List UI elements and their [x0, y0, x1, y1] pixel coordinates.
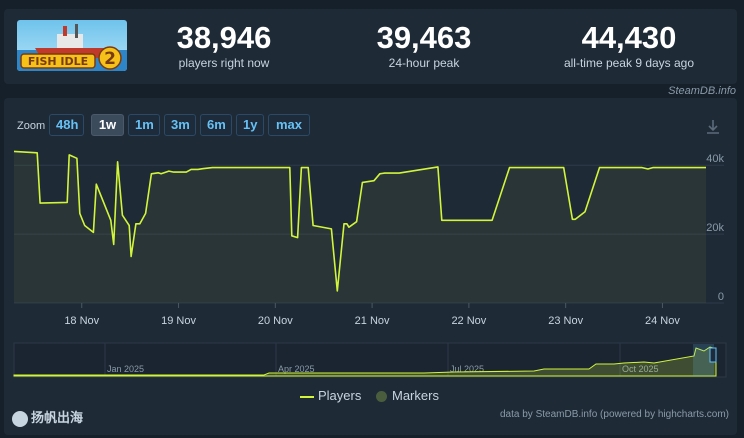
- y-tick-label: 0: [718, 291, 724, 303]
- brand-text: 扬帆出海: [31, 410, 84, 425]
- y-axis-ticks: 0 20k 40k: [706, 153, 724, 303]
- stat-24h-peak-value: 39,463: [376, 20, 472, 55]
- game-logo-art: FISH IDLE 2: [17, 24, 127, 71]
- zoom-1w-button[interactable]: 1w: [91, 114, 124, 136]
- logo-text: FISH IDLE: [28, 55, 88, 68]
- chart-panel: Zoom 48h 1w 1m 3m 6m 1y max 0 20k 40k 18 N…: [4, 98, 737, 435]
- stat-all-time-peak-label: all-time peak 9 days ago: [563, 56, 695, 70]
- navigator-selection[interactable]: [693, 344, 714, 376]
- navigator-tick-label: Apr 2025: [278, 364, 315, 374]
- navigator-ticks: Jan 2025 Apr 2025 Jul 2025 Oct 2025: [104, 343, 659, 377]
- legend-players[interactable]: Players: [300, 388, 361, 403]
- grid-lines: [14, 164, 724, 304]
- zoom-max-button[interactable]: max: [268, 114, 310, 136]
- zoom-6m-button[interactable]: 6m: [200, 114, 232, 136]
- stat-24h-peak: 39,463 24-hour peak: [354, 21, 494, 71]
- legend-markers-swatch: [376, 391, 387, 403]
- stat-24h-peak-label: 24-hour peak: [388, 56, 460, 70]
- stat-current-value: 38,946: [176, 20, 272, 55]
- stat-current-label: players right now: [178, 56, 270, 70]
- stat-all-time-peak: 44,430 all-time peak 9 days ago: [544, 21, 714, 71]
- zoom-1y-button[interactable]: 1y: [236, 114, 264, 136]
- x-tick-label: 18 Nov: [64, 315, 99, 327]
- logo-number: 2: [104, 49, 116, 69]
- zoom-label: Zoom: [17, 120, 46, 132]
- zoom-3m-button[interactable]: 3m: [164, 114, 196, 136]
- stat-all-time-peak-value: 44,430: [581, 20, 677, 55]
- x-tick-label: 21 Nov: [355, 315, 390, 327]
- legend-markers[interactable]: Markers: [376, 388, 439, 403]
- navigator-tick-label: Oct 2025: [622, 364, 659, 374]
- brand-watermark: 扬帆出海: [12, 407, 83, 427]
- x-tick-label: 19 Nov: [161, 315, 196, 327]
- stats-header: FISH IDLE 2 38,946 players right now 39,…: [4, 9, 737, 84]
- y-tick-label: 40k: [706, 153, 724, 165]
- players-area: [14, 151, 706, 303]
- x-tick-label: 20 Nov: [258, 315, 293, 327]
- players-chart: 0 20k 40k 18 Nov 19 Nov 20 Nov 21 Nov 22 Nov 23…: [13, 150, 727, 378]
- download-icon[interactable]: [704, 118, 722, 136]
- zoom-48h-button[interactable]: 48h: [49, 114, 84, 136]
- navigator[interactable]: Jan 2025 Apr 2025 Jul 2025 Oct 2025: [13, 342, 727, 378]
- navigator-tick-label: Jul 2025: [450, 364, 484, 374]
- legend-players-swatch: [300, 395, 314, 398]
- y-tick-label: 20k: [706, 222, 724, 234]
- legend-markers-label: Markers: [392, 388, 439, 403]
- x-tick-label: 24 Nov: [645, 315, 680, 327]
- game-logo[interactable]: FISH IDLE 2: [17, 20, 127, 71]
- stat-current: 38,946 players right now: [154, 21, 294, 71]
- players-line: [13, 150, 706, 292]
- x-tick-label: 22 Nov: [451, 315, 486, 327]
- legend-players-label: Players: [318, 388, 362, 403]
- brand-icon: [12, 410, 28, 427]
- x-axis-ticks: 18 Nov 19 Nov 20 Nov 21 Nov 22 Nov 23 Nov 24 N…: [64, 303, 680, 327]
- navigator-handle[interactable]: [709, 347, 717, 363]
- zoom-1m-button[interactable]: 1m: [128, 114, 160, 136]
- data-credit[interactable]: data by SteamDB.info (powered by highcha…: [500, 409, 729, 420]
- x-tick-label: 23 Nov: [548, 315, 583, 327]
- navigator-bg: [13, 342, 727, 378]
- navigator-tick-label: Jan 2025: [107, 364, 144, 374]
- steamdb-credit[interactable]: SteamDB.info: [668, 85, 736, 97]
